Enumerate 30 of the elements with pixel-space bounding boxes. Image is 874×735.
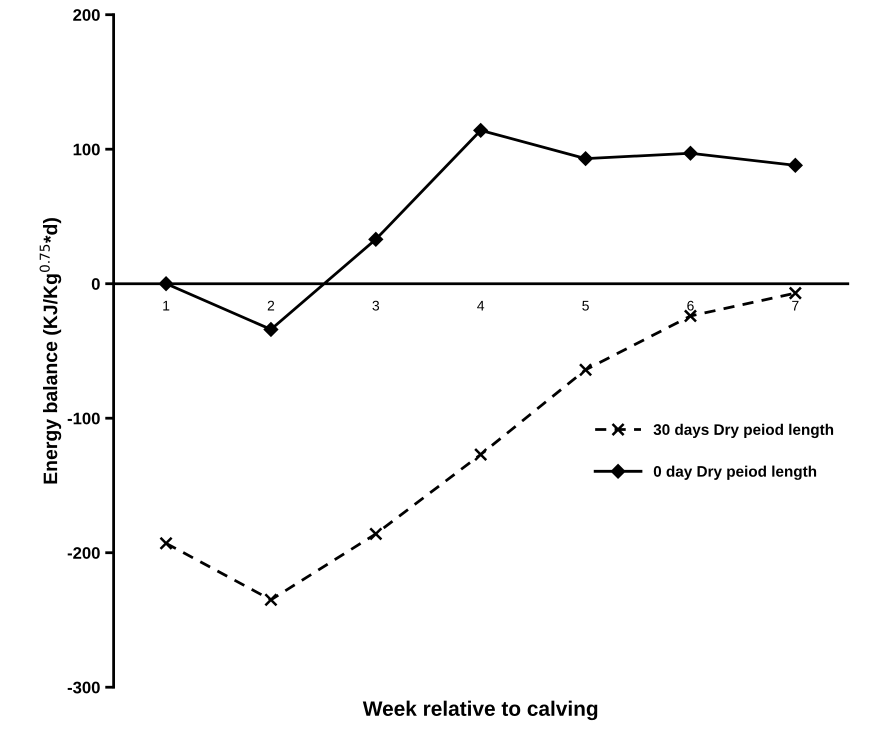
y-tick-label: -200	[68, 547, 100, 559]
point	[474, 123, 488, 138]
y-tick-label: -300	[68, 682, 100, 694]
x-axis-title: Week relative to calving	[362, 700, 598, 720]
point	[264, 322, 278, 337]
x-tick-label: 6	[687, 300, 694, 311]
point	[683, 146, 698, 160]
point	[788, 158, 802, 172]
legend-label: 30 days Dry peiod length	[654, 424, 834, 438]
point	[369, 527, 383, 541]
y-tick-label: 200	[73, 9, 100, 21]
y-tick-label: -100	[68, 412, 100, 424]
x-tick-label: 4	[477, 300, 484, 310]
point	[264, 592, 278, 607]
x-tick-label: 1	[163, 300, 170, 310]
y-tick-label: 0	[92, 278, 100, 290]
point	[159, 536, 173, 550]
x-tick-label: 3	[372, 300, 380, 311]
point	[788, 286, 802, 300]
point	[578, 362, 592, 377]
x-tick-label: 5	[582, 300, 589, 311]
point	[684, 309, 698, 323]
y-axis-title: Energy balance (KJ/Kg$^{0.75}$*d)	[40, 218, 62, 484]
x-tick-label: 2	[268, 300, 274, 310]
point	[368, 232, 383, 246]
point	[578, 151, 593, 166]
x-tick-label: 7	[792, 300, 799, 310]
legend-label: 0 day Dry peiod length	[654, 466, 816, 480]
point	[474, 448, 488, 462]
y-tick-label: 100	[74, 144, 100, 156]
